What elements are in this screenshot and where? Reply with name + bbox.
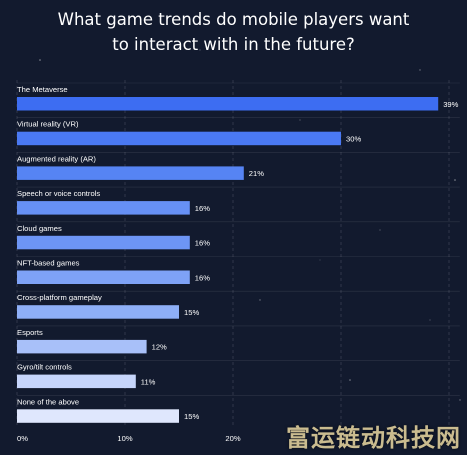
chart-title: What game trends do mobile players want … [0,7,467,57]
value-label: 15% [184,412,199,421]
x-tick-label: 0% [17,434,28,443]
category-label: None of the above [17,397,79,406]
category-label: NFT-based games [17,259,80,268]
value-label: 12% [152,343,167,352]
bar [17,270,190,284]
bar [17,235,190,250]
category-label: Speech or voice controls [17,189,100,198]
bar [17,166,244,180]
value-label: 15% [184,308,199,317]
x-tick-label: 10% [117,434,132,443]
value-label: 30% [346,134,361,143]
category-label: The Metaverse [17,85,68,94]
x-tick-label: 20% [225,434,240,443]
bar [17,131,341,146]
value-label: 39% [443,100,458,109]
chart-title-line-2: to interact with in the future? [112,35,355,54]
bar [17,339,147,354]
value-label: 11% [141,377,156,386]
bar [17,201,190,215]
watermark: 富运链动科技网 [286,424,461,452]
value-label: 16% [195,239,210,248]
bar [17,409,179,423]
bar [17,374,136,389]
chart-title-line-1: What game trends do mobile players want [57,10,410,29]
bar [17,305,179,319]
category-label: Cross-platform gameplay [17,293,102,302]
category-label: Augmented reality (AR) [17,154,96,163]
category-label: Cloud games [17,224,62,233]
value-label: 21% [249,169,264,178]
value-label: 16% [195,204,210,213]
category-label: Gyro/tilt controls [17,363,72,372]
category-label: Esports [17,328,43,337]
value-label: 16% [195,273,210,282]
category-label: Virtual reality (VR) [17,120,79,129]
bar [17,97,439,111]
